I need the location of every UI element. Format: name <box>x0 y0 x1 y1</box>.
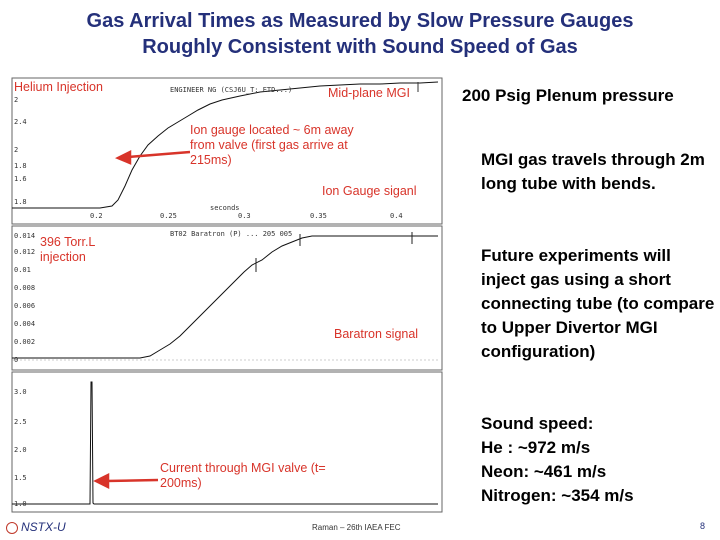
panel-top-frame <box>11 77 443 225</box>
sound-speed-block: Sound speed: He : ~972 m/s Neon: ~461 m/… <box>481 412 711 508</box>
x-tick-4: 0.35 <box>310 212 327 220</box>
sound-speed-nitrogen: Nitrogen: ~354 m/s <box>481 486 634 505</box>
footer-logo: NSTX-U <box>6 520 66 534</box>
baratron-trace <box>12 235 438 359</box>
y-tick-top-6: 1.8 <box>14 198 27 206</box>
y-tick-bot-4: 1.5 <box>14 474 27 482</box>
x-tick-3: 0.3 <box>238 212 251 220</box>
arrow-current <box>93 472 159 490</box>
annot-helium-injection: Helium Injection <box>14 80 103 94</box>
x-tick-5: 0.4 <box>390 212 403 220</box>
panel-mid-frame <box>11 225 443 371</box>
sound-speed-heading: Sound speed: <box>481 414 594 433</box>
mgi-travel-text: MGI gas travels through 2m long tube wit… <box>481 150 705 193</box>
future-experiments-text: Future experiments will inject gas using… <box>481 246 715 361</box>
page-number: 8 <box>700 521 706 531</box>
nstx-logo-icon <box>6 521 18 534</box>
y-tick-bot-2: 2.5 <box>14 418 27 426</box>
x-tick-1: 0.2 <box>90 212 103 220</box>
y-tick-top-4: 1.8 <box>14 162 27 170</box>
annot-ion-gauge-note: Ion gauge located ~ 6m away from valve (… <box>190 123 354 167</box>
sound-speed-he: He : ~972 m/s <box>481 438 591 457</box>
ion-gauge-trace <box>12 81 439 209</box>
top-panel-header: ENGINEER NG (CSJ6U_T: ETD...) <box>170 86 293 94</box>
title-line-1: Gas Arrival Times as Measured by Slow Pr… <box>86 10 634 32</box>
y-tick-top-5: 1.6 <box>14 175 27 183</box>
slide-title: Gas Arrival Times as Measured by Slow Pr… <box>0 8 720 60</box>
y-tick-mid-4: 0.008 <box>14 284 36 292</box>
y-tick-bot-1: 3.0 <box>14 388 27 396</box>
x-tick-2: 0.25 <box>160 212 177 220</box>
annot-midplane-mgi: Mid-plane MGI <box>328 86 410 100</box>
annot-baratron-signal: Baratron signal <box>334 327 419 341</box>
title-line-2: Roughly Consistent with Sound Speed of G… <box>142 36 578 58</box>
arrow-ion-gauge <box>114 149 191 165</box>
y-tick-mid-2: 0.012 <box>14 248 36 256</box>
y-tick-mid-3: 0.01 <box>14 266 31 274</box>
panel-bottom-frame <box>11 371 443 513</box>
current-trace <box>12 381 438 505</box>
plenum-pressure-text: 200 Psig Plenum pressure <box>462 86 674 105</box>
x-axis-label: seconds <box>210 204 240 212</box>
y-tick-top-1: 2 <box>14 96 19 104</box>
footer-logo-text: NSTX-U <box>21 520 66 534</box>
annot-ion-gauge-signal: Ion Gauge siganl <box>322 184 417 198</box>
y-tick-bot-5: 1.0 <box>14 500 27 508</box>
y-tick-mid-5: 0.006 <box>14 302 36 310</box>
annot-torr-injection: 396 Torr.L injection <box>40 235 95 264</box>
y-tick-mid-6: 0.004 <box>14 320 36 328</box>
y-tick-top-2: 2.4 <box>14 118 27 126</box>
mid-panel-header: BT02 Baratron (P) ... 205 005 <box>170 230 293 238</box>
footer-citation: Raman – 26th IAEA FEC <box>312 523 401 532</box>
y-tick-mid-1: 0.014 <box>14 232 36 240</box>
sound-speed-neon: Neon: ~461 m/s <box>481 462 607 481</box>
y-tick-bot-3: 2.0 <box>14 446 27 454</box>
annot-current-mgi-valve: Current through MGI valve (t= 200ms) <box>160 461 326 490</box>
y-tick-mid-8: 0 <box>14 356 19 364</box>
y-tick-top-3: 2 <box>14 146 19 154</box>
y-tick-mid-7: 0.002 <box>14 338 36 346</box>
